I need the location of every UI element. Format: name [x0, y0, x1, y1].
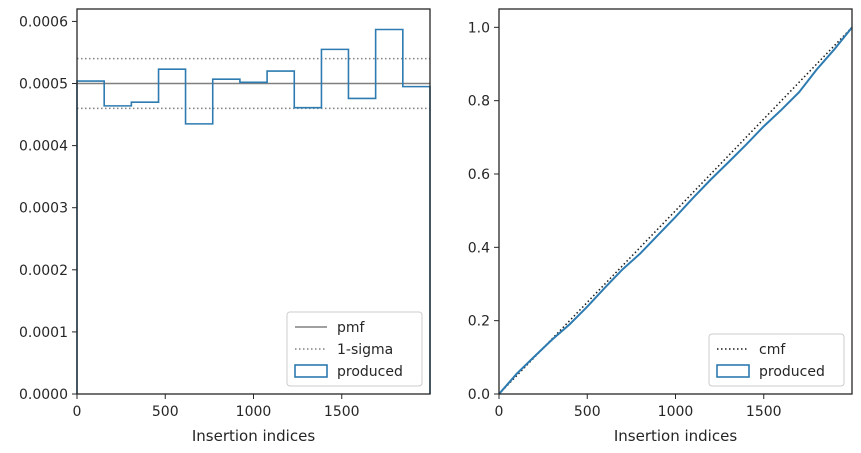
- histogram-bin: [213, 79, 240, 394]
- legend-box: [286, 311, 423, 387]
- y-tick-label: 0.0005: [19, 77, 68, 93]
- x-axis-label: Insertion indices: [614, 427, 737, 445]
- cmf-line: [498, 26, 853, 395]
- x-tick-label: 0: [495, 404, 504, 420]
- legend-swatch-produced: [294, 364, 328, 378]
- histogram-bin: [159, 69, 186, 394]
- legend-box: [708, 333, 845, 387]
- legend-label-pmf: pmf: [337, 320, 366, 336]
- histogram-bin: [131, 102, 158, 394]
- x-axis-label: Insertion indices: [192, 427, 315, 445]
- y-tick-label: 0.8: [468, 94, 490, 110]
- histogram-panel: 0 500 1000 1500 0.0000 0.0001 0.0002 0.0003 0.00…: [19, 8, 431, 445]
- legend-label-cmf: cmf: [759, 342, 786, 358]
- x-tick-label: 500: [574, 404, 601, 420]
- x-tick-label: 0: [73, 404, 82, 420]
- x-tick-label: 1500: [746, 404, 782, 420]
- y-tick-label: 0.6: [468, 167, 490, 183]
- legend-swatch-produced: [716, 364, 750, 378]
- y-tick-label: 0.0000: [19, 387, 68, 403]
- produced-histogram: [76, 28, 431, 394]
- legend-label-produced: produced: [337, 364, 403, 380]
- x-tick-label: 1000: [658, 404, 694, 420]
- histogram-bin: [77, 81, 104, 394]
- x-tick-label: 1000: [236, 404, 272, 420]
- y-tick-label: 0.0001: [19, 325, 68, 341]
- y-tick-label: 0.0006: [19, 14, 68, 30]
- y-tick-label: 0.2: [468, 314, 490, 330]
- legend: pmf 1-sigma produced: [286, 311, 423, 387]
- histogram-bin: [186, 124, 213, 394]
- legend: cmf produced: [708, 333, 845, 387]
- legend-label-produced: produced: [759, 364, 825, 380]
- cumulative-panel: 0 500 1000 1500 0.0 0.2 0.4 0.6 0.8 1.0 Insertion …: [468, 8, 853, 445]
- y-tick-label: 0.0003: [19, 201, 68, 217]
- y-tick-label: 0.0004: [19, 139, 68, 155]
- x-tick-label: 500: [152, 404, 179, 420]
- legend-label-1-sigma: 1-sigma: [337, 342, 393, 358]
- histogram-bin: [104, 106, 131, 394]
- y-tick-label: 0.0: [468, 387, 490, 403]
- y-tick-label: 0.0002: [19, 263, 68, 279]
- y-tick-label: 0.4: [468, 240, 490, 256]
- x-tick-label: 1500: [324, 404, 360, 420]
- histogram-bin: [240, 82, 267, 394]
- y-tick-label: 1.0: [468, 20, 490, 36]
